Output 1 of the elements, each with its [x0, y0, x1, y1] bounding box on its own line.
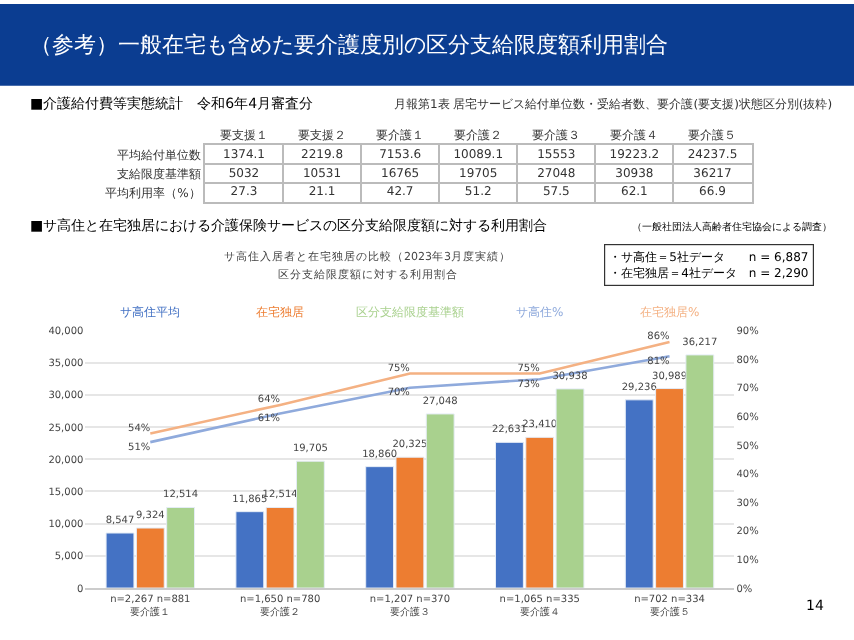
- text: （参考）一般在宅も含めた要介護度別の区分支給限度額利用割合: [30, 32, 668, 58]
